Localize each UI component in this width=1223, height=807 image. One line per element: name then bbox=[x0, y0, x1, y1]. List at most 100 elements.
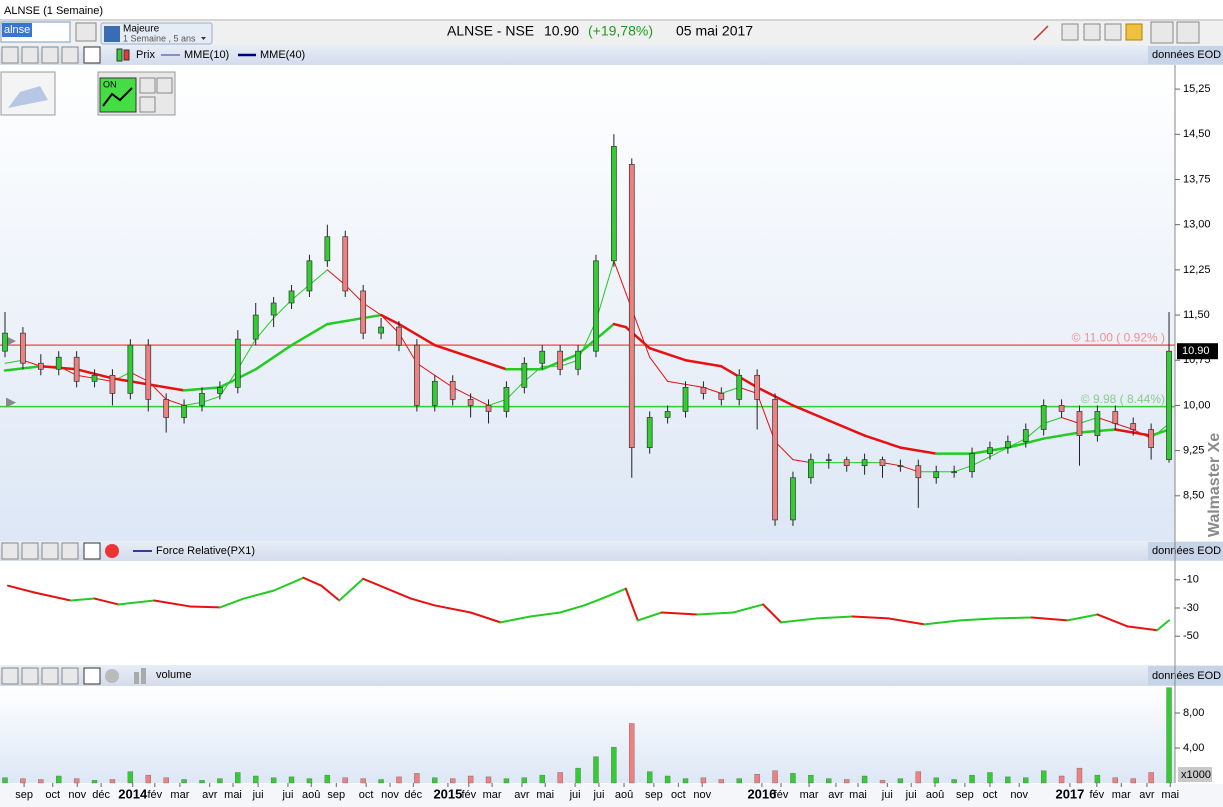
symbol-text: alnse bbox=[4, 24, 30, 36]
indicator-segment bbox=[153, 599, 192, 608]
indicator-segment bbox=[720, 386, 740, 394]
indicator-segment bbox=[273, 299, 293, 319]
candle-body bbox=[360, 290, 367, 334]
legend-volume-icon bbox=[134, 672, 139, 684]
volume-bar bbox=[1112, 777, 1119, 784]
volume-bar bbox=[253, 775, 259, 784]
volume-bar bbox=[467, 775, 474, 784]
candle-body bbox=[575, 350, 581, 370]
candle-body bbox=[593, 260, 599, 352]
indicator-segment bbox=[1156, 619, 1171, 632]
candle-body bbox=[1040, 405, 1047, 430]
indicator-segment bbox=[470, 395, 490, 406]
candle-body bbox=[1166, 350, 1172, 461]
quote-date: 05 mai 2017 bbox=[676, 23, 753, 39]
candle-body bbox=[987, 447, 993, 454]
panel-header bbox=[0, 45, 1223, 65]
alert-marker bbox=[6, 336, 16, 347]
alert-label: © 9.98 ( 8.44%) bbox=[1081, 392, 1165, 406]
indicator-segment bbox=[1096, 416, 1116, 425]
candle-body bbox=[485, 405, 492, 412]
volume-bar bbox=[1040, 770, 1047, 784]
x-tick-label: sep bbox=[956, 789, 974, 801]
price-change: (+19,78%) bbox=[588, 23, 653, 39]
x-tick-label: mai bbox=[1161, 789, 1179, 801]
right-tools[interactable] bbox=[1033, 21, 1200, 44]
volume-bar bbox=[342, 777, 348, 784]
volume-bar bbox=[91, 780, 98, 784]
candle-body bbox=[449, 380, 456, 400]
period-button[interactable] bbox=[100, 22, 213, 45]
watermark: Walmaster Xe bbox=[1206, 433, 1223, 537]
volume-bar bbox=[557, 772, 563, 784]
indicator-segment bbox=[326, 269, 346, 286]
indicator-segment bbox=[242, 589, 275, 600]
volume-bar bbox=[1023, 777, 1029, 784]
x-tick-label: mai bbox=[849, 789, 867, 801]
candle-body bbox=[414, 344, 420, 406]
volume-bar bbox=[521, 777, 528, 784]
candle-body bbox=[234, 338, 241, 388]
candle-body bbox=[521, 362, 528, 388]
volume-bar bbox=[360, 778, 366, 784]
indicator-segment bbox=[1066, 613, 1099, 622]
volume-bar bbox=[432, 777, 438, 784]
panel-tools[interactable] bbox=[1, 667, 119, 685]
indicator-segment bbox=[685, 383, 704, 388]
x-tick-label: fév bbox=[461, 789, 476, 801]
indicator-segment bbox=[237, 338, 257, 370]
x-tick-label: sep bbox=[15, 789, 33, 801]
indicator-segment bbox=[595, 260, 615, 322]
source-box bbox=[1148, 542, 1223, 560]
volume-bar bbox=[575, 767, 581, 784]
indicator-segment bbox=[33, 591, 72, 602]
volume-bar bbox=[718, 779, 725, 784]
volume-bar bbox=[217, 778, 223, 784]
candle-body bbox=[20, 332, 26, 364]
drawing-tools[interactable]: ON bbox=[0, 71, 176, 116]
x-tick-label: avr bbox=[202, 789, 218, 801]
book-button[interactable] bbox=[75, 22, 97, 42]
indicator-segment bbox=[953, 465, 973, 473]
y-tick-label: 11,50 bbox=[1183, 309, 1210, 321]
candle-body bbox=[37, 362, 44, 370]
indicator-segment bbox=[499, 615, 532, 624]
indicator-segment bbox=[1030, 616, 1069, 622]
x-tick-label: jui bbox=[592, 789, 604, 801]
y-tick-label: -30 bbox=[1183, 602, 1199, 614]
indicator-segment bbox=[1078, 416, 1098, 425]
volume-bar bbox=[790, 773, 796, 784]
y-tick-label: 8,00 bbox=[1183, 707, 1204, 719]
x-tick-label: avr bbox=[828, 789, 844, 801]
indicator-segment bbox=[379, 313, 401, 326]
price-axis bbox=[1175, 65, 1223, 541]
candle-body bbox=[306, 260, 313, 292]
x-tick-label: mar bbox=[170, 789, 189, 801]
candle-body bbox=[843, 459, 850, 467]
legend-text: volume bbox=[156, 669, 191, 681]
volume-bar bbox=[181, 779, 187, 784]
candle-body bbox=[199, 393, 205, 406]
volume-bar bbox=[826, 778, 832, 784]
candle-body bbox=[754, 374, 760, 400]
indicator-segment bbox=[505, 380, 525, 400]
volume-bar bbox=[772, 770, 778, 784]
volume-bar bbox=[127, 771, 134, 784]
candle-body bbox=[270, 302, 277, 316]
indicator-segment bbox=[994, 616, 1033, 620]
volume-bar bbox=[1005, 776, 1011, 784]
candle-body bbox=[109, 374, 116, 394]
candle-body bbox=[628, 164, 635, 448]
indicator-segment bbox=[583, 597, 603, 607]
panel-tools[interactable] bbox=[1, 542, 119, 560]
volume-bar bbox=[109, 779, 116, 784]
source-box bbox=[1148, 46, 1223, 64]
indicator-segment bbox=[851, 615, 890, 620]
y-tick-label: 15,25 bbox=[1183, 83, 1211, 95]
x-tick-label: sep bbox=[327, 789, 345, 801]
panel-tools[interactable] bbox=[1, 46, 101, 64]
candle-body bbox=[897, 465, 904, 468]
indicator-segment bbox=[577, 320, 597, 361]
x-tick-label: fév bbox=[1089, 789, 1104, 801]
